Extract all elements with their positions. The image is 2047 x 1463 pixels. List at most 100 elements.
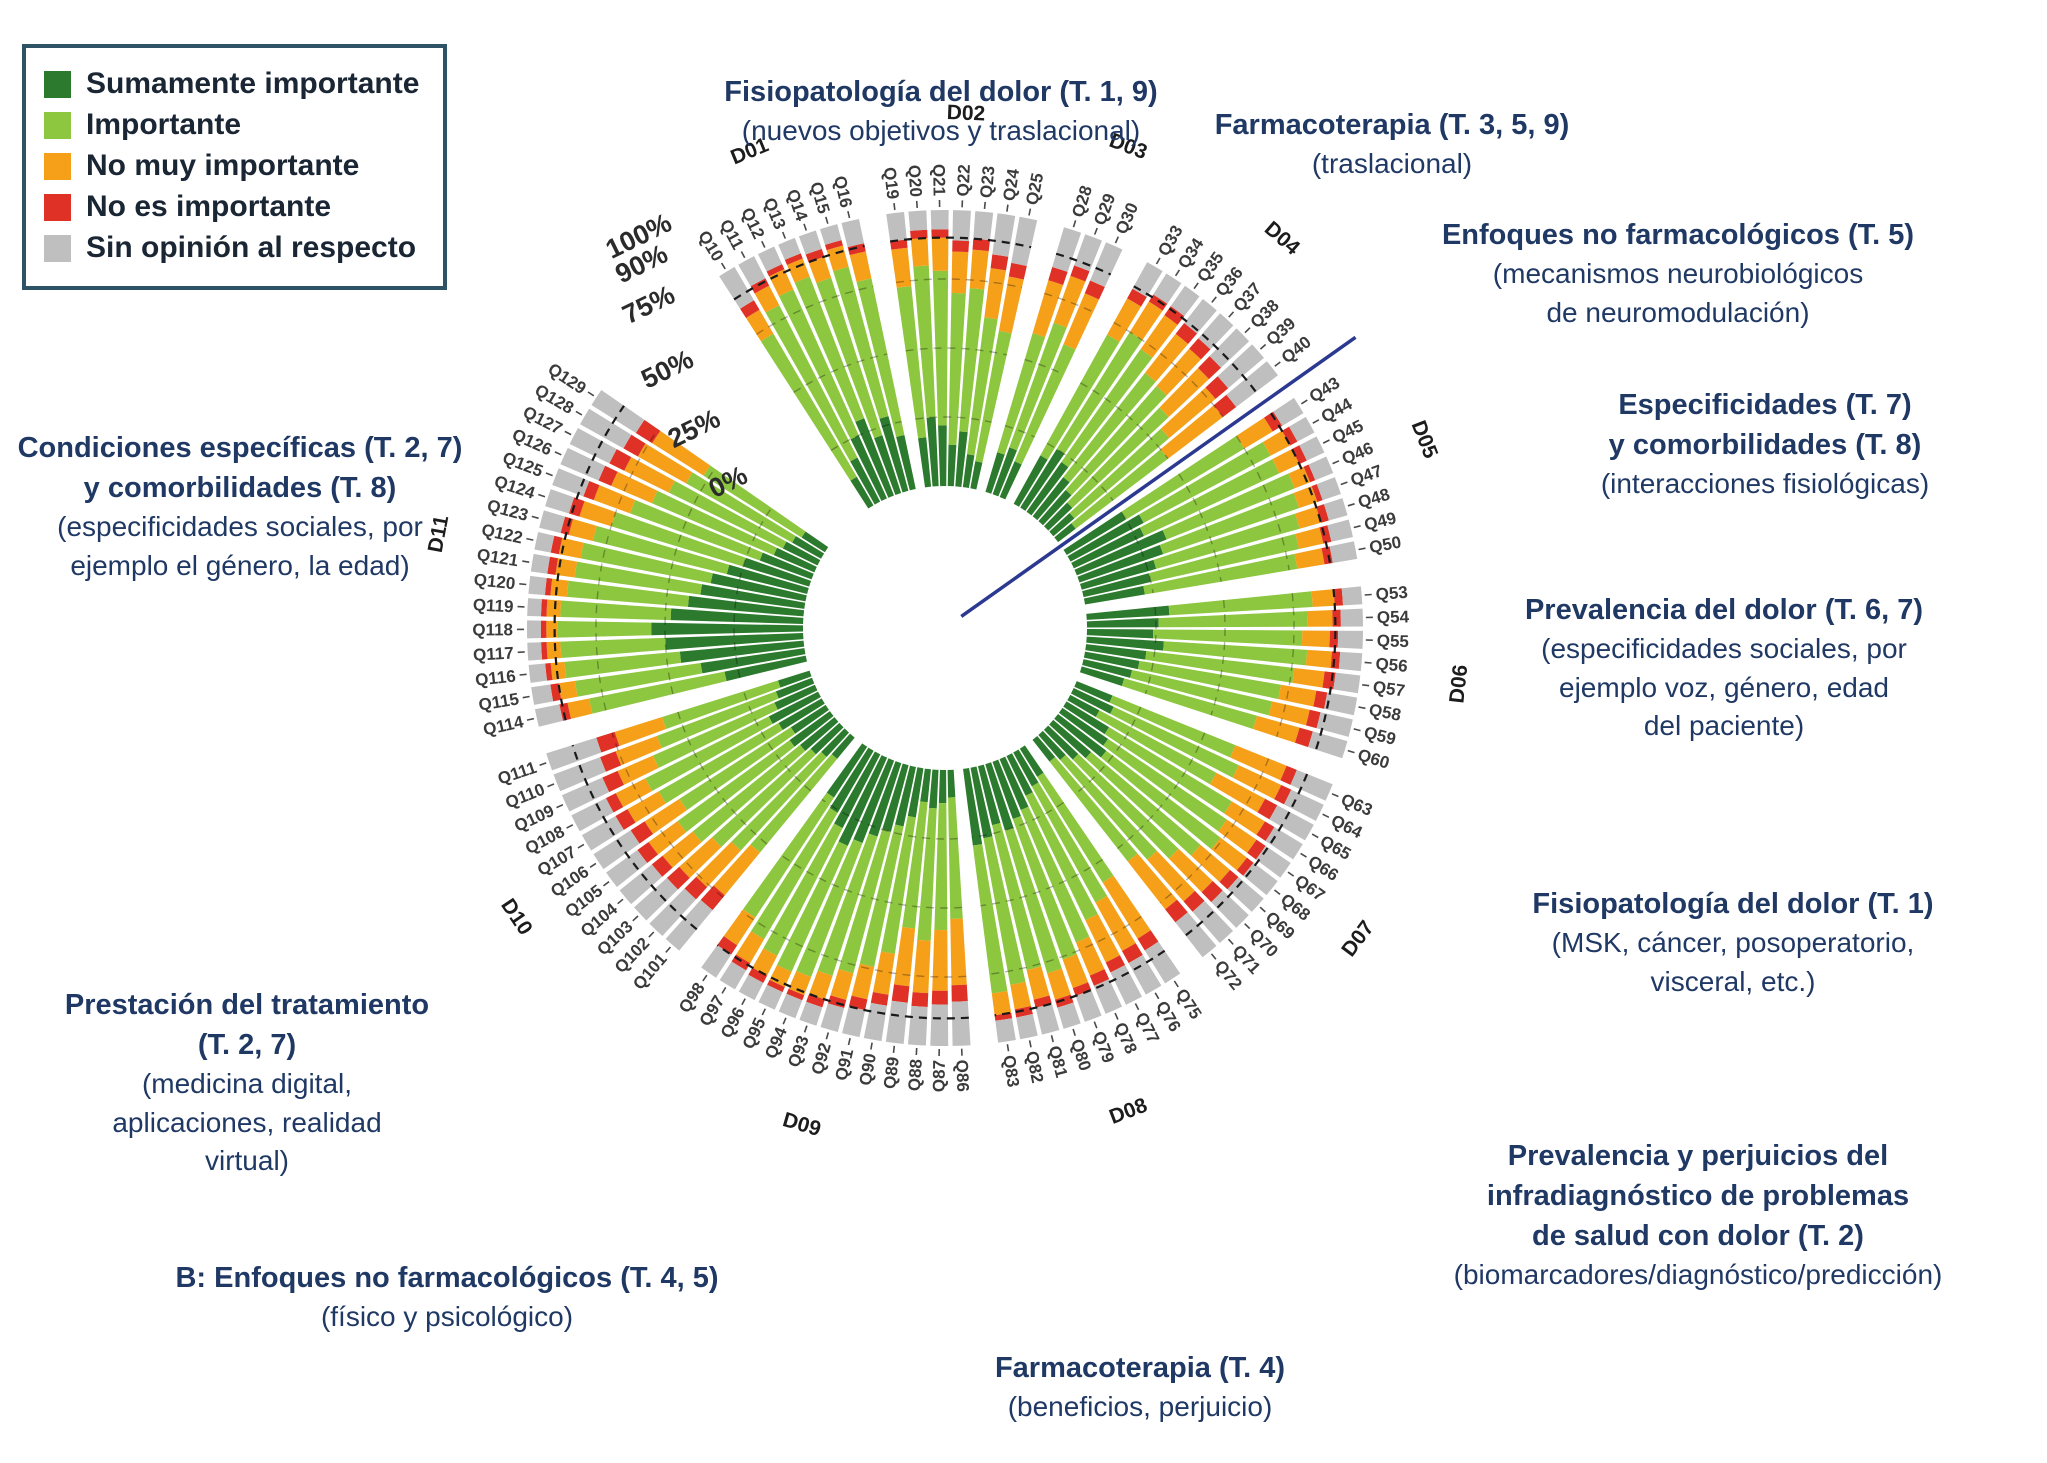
bar-segment-Q16-s4 [841,218,865,248]
bar-segment-Q115-s4 [531,684,554,705]
bar-segment-Q10-s3 [740,300,760,319]
question-tick [1093,227,1098,235]
bar-segment-Q11-s2 [754,285,780,313]
bar-segment-Q23-s4 [973,211,994,241]
bar-segment-Q21-s3 [931,229,949,238]
bar-segment-Q58-s1 [1137,660,1281,700]
bar-segment-Q23-s2 [969,249,989,290]
bar-segment-Q93-s4 [799,1001,823,1026]
bar-segment-Q64-s1 [1110,706,1239,778]
bar-segment-Q37-s1 [1065,386,1167,496]
bar-segment-Q97-s4 [719,961,747,990]
question-tick [539,762,547,766]
bar-segment-Q106-s2 [644,798,687,835]
bar-segment-Q53-s1 [1168,591,1313,616]
bar-segment-Q104-s1 [692,744,806,843]
legend-swatch [44,152,71,180]
bar-segment-Q55-s1 [1152,629,1303,646]
question-tick [1211,296,1217,303]
bar-segment-Q40-s1 [1071,449,1169,529]
bar-segment-Q77-s4 [1110,965,1143,1005]
bar-segment-Q95-s4 [758,984,783,1010]
bar-segment-Q122-s1 [580,542,713,584]
bar-segment-Q94-s4 [778,993,803,1019]
bar-segment-Q118-s2 [546,620,558,638]
bar-segment-Q115-s2 [558,680,578,700]
bar-segment-Q105-s1 [677,740,795,833]
bar-segment-Q98-s3 [717,936,738,955]
bar-segment-Q83-s3 [994,1012,1013,1021]
grid-arc-50 [664,468,716,695]
bar-segment-Q70-s2 [1168,848,1213,893]
question-tick [781,231,787,239]
question-tick [915,200,918,208]
bar-segment-Q92-s1 [838,829,891,974]
grid-arc-25 [1004,425,1035,438]
bar-segment-Q29-s0 [992,447,1017,497]
bar-segment-Q65-s2 [1209,772,1266,813]
bar-segment-Q43-s0 [1063,511,1126,555]
bar-segment-Q14-s1 [816,277,883,439]
bar-segment-Q25-s1 [975,330,1012,463]
bar-segment-Q48-s2 [1295,506,1321,529]
axis-tick-label: 25% [663,403,725,454]
bar-segment-Q124-s2 [579,501,616,527]
question-tick [761,1008,767,1016]
question-label: Q22 [954,164,974,197]
bar-segment-Q102-s1 [731,751,827,851]
bar-segment-Q109-s3 [602,770,624,793]
bar-segment-Q81-s1 [992,822,1042,971]
bar-segment-Q98-s0 [826,743,868,798]
bar-segment-Q23-s0 [955,431,968,487]
bar-segment-Q48-s3 [1316,504,1329,523]
bar-segment-Q49-s4 [1327,519,1353,542]
grid-arc-90 [1184,773,1309,937]
bar-segment-Q16-s0 [896,435,916,491]
bar-segment-Q71-s1 [1060,754,1157,860]
bar-segment-Q110-s0 [775,677,815,699]
bar-segment-Q108-s3 [605,793,624,813]
bar-segment-Q45-s0 [1071,527,1145,569]
bar-segment-Q35-s0 [1026,462,1069,516]
bar-segment-Q87-s3 [931,990,948,1005]
bar-segment-Q37-s2 [1156,348,1201,396]
question-label: Q15 [806,180,833,216]
question-tick [1227,938,1234,945]
bar-segment-Q114-s2 [567,698,593,719]
bar-segment-Q76-s1 [1031,782,1108,903]
bar-segment-Q44-s2 [1262,430,1291,456]
bar-segment-Q97-s2 [736,931,765,964]
bar-segment-Q19-s3 [890,239,908,250]
bar-segment-Q129-s0 [801,531,829,553]
bar-segment-Q34-s1 [1056,331,1143,454]
bar-segment-Q83-s4 [995,1018,1016,1043]
bar-segment-Q53-s4 [1341,586,1363,606]
legend-item: No es importante [44,190,419,224]
bar-segment-Q108-s4 [571,798,614,832]
bar-segment-Q129-s3 [635,419,661,444]
question-label: Q60 [1355,745,1391,773]
grid-arc-75 [1113,321,1224,418]
bar-segment-Q83-s2 [991,990,1012,1016]
bar-segment-Q126-s3 [598,465,618,486]
bar-segment-Q121-s3 [547,556,559,575]
bar-segment-Q83-s0 [963,767,983,846]
bar-segment-Q68-s1 [1100,750,1221,850]
question-tick [803,1025,808,1033]
bar-segment-Q115-s1 [574,662,703,697]
bar-segment-Q93-s1 [817,833,878,976]
domain-label: D09 [780,1108,823,1141]
bar-segment-Q53-s0 [1086,605,1170,620]
bar-segment-Q36-s3 [1175,322,1198,344]
bar-segment-Q15-s3 [824,240,843,251]
question-tick [522,560,530,563]
bar-segment-Q45-s4 [1299,436,1325,461]
bar-segment-Q76-s0 [1013,749,1039,787]
legend-items: Sumamente importante Importante No muy imp… [44,67,419,265]
question-tick [1155,257,1161,265]
grid-arc-25 [1144,606,1157,694]
bar-segment-Q25-s0 [970,461,983,490]
bar-segment-Q35-s2 [1140,315,1178,358]
domain-label: D03 [1106,129,1150,164]
bar-segment-Q128-s2 [637,443,693,484]
